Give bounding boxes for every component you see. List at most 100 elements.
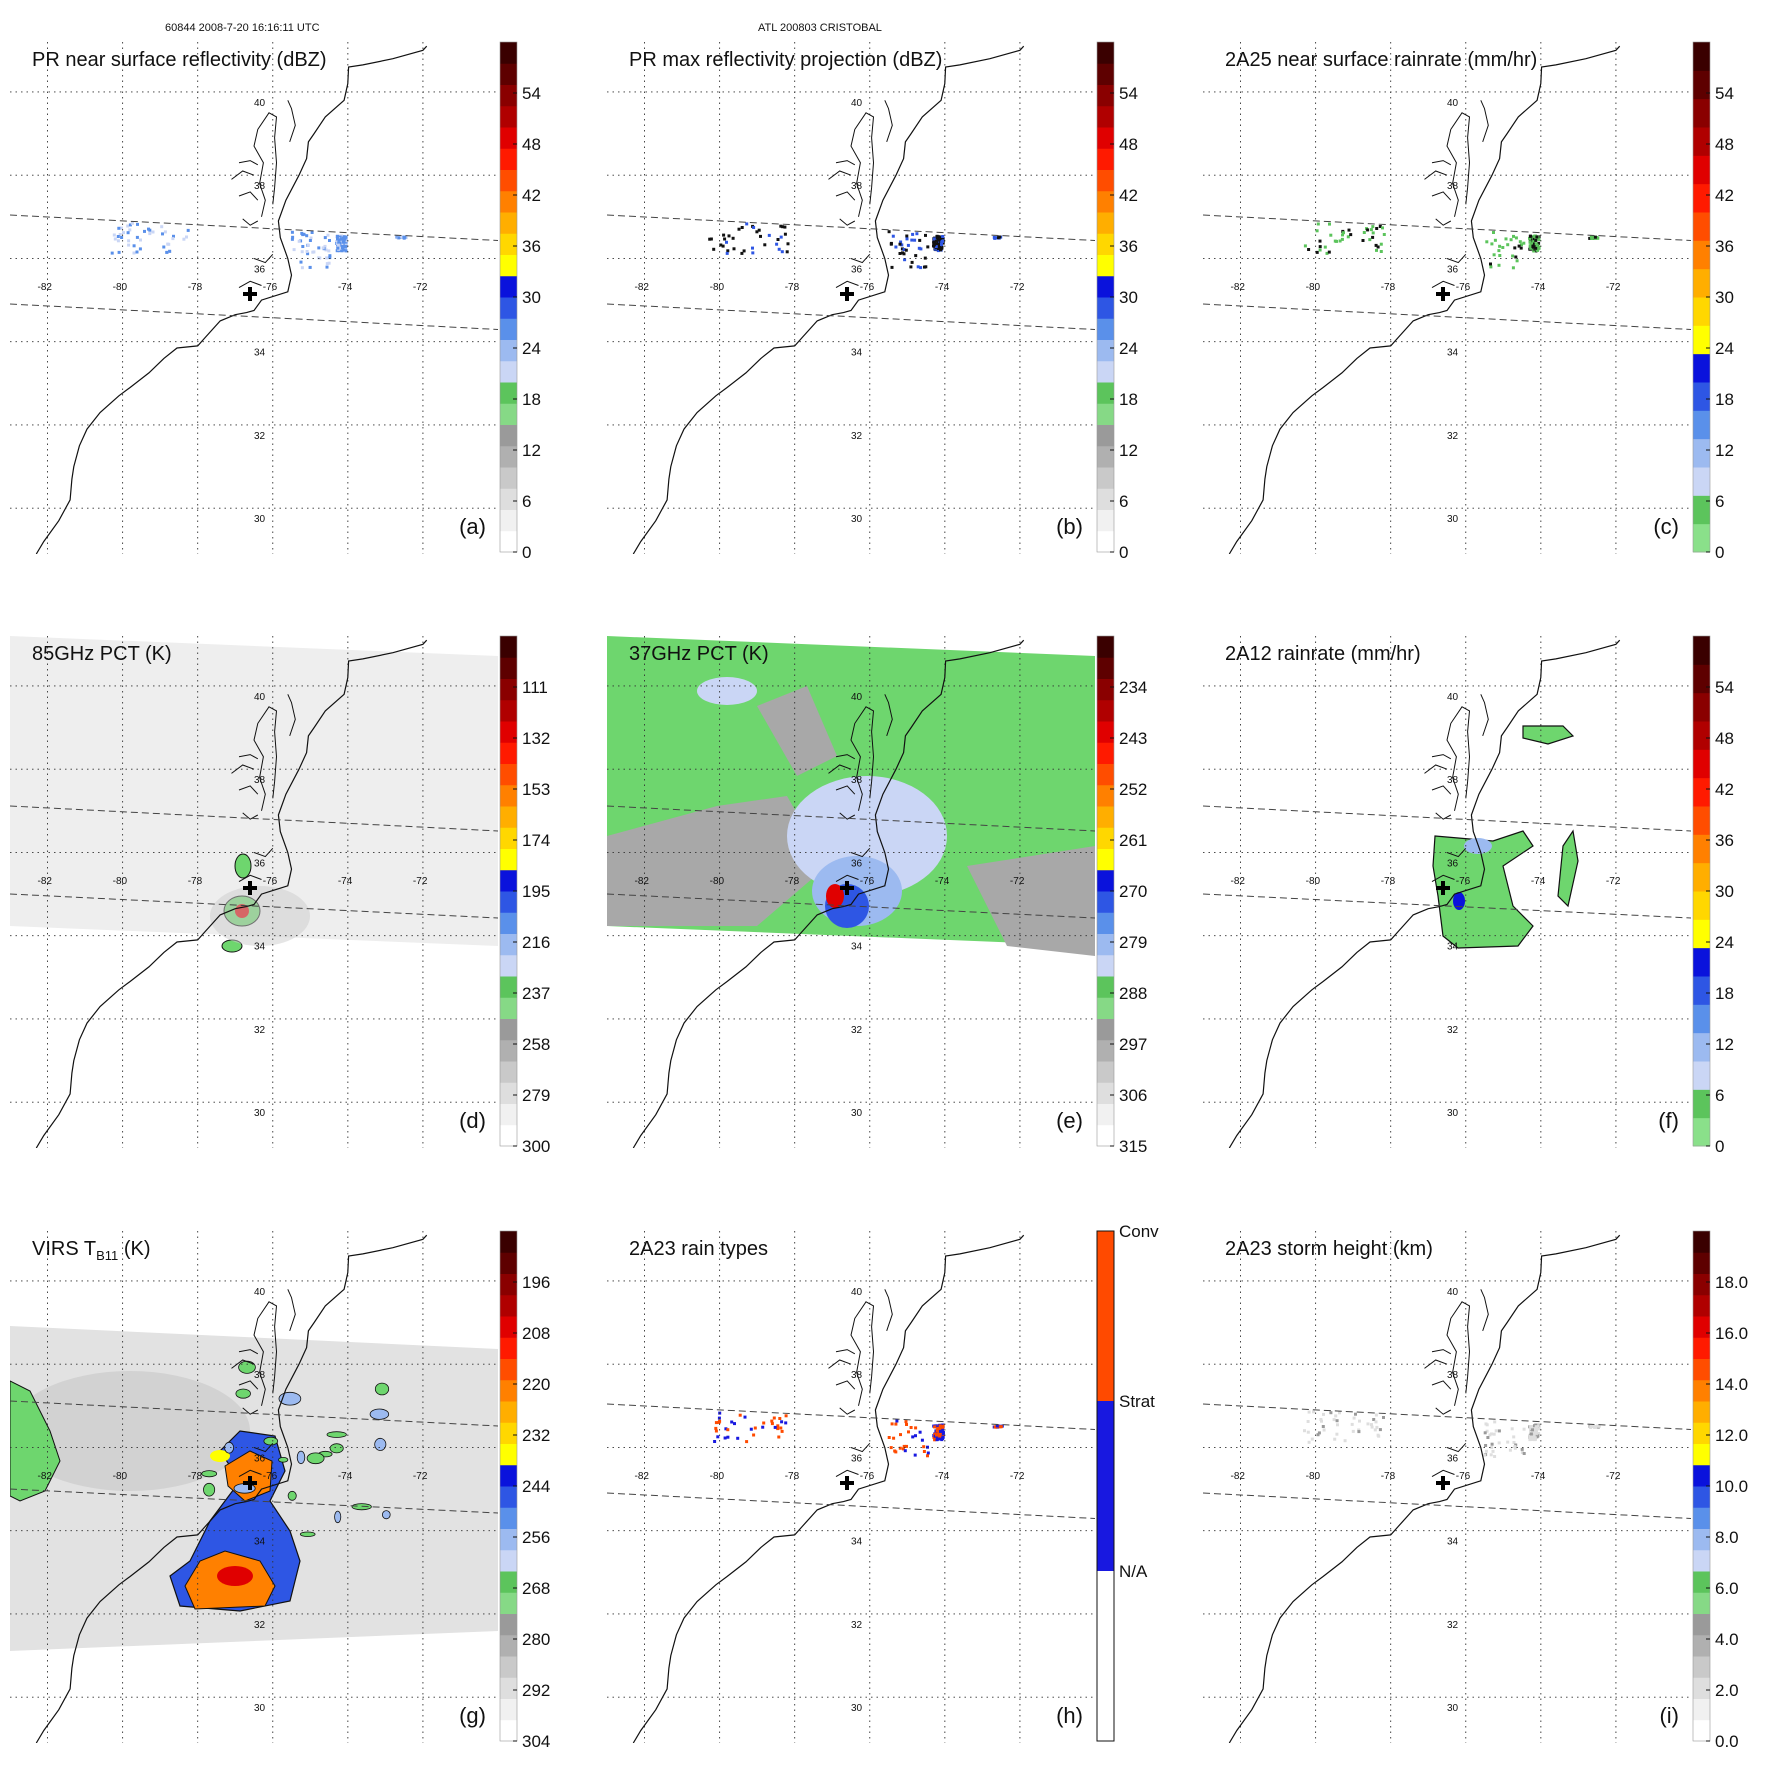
echo-pixel	[770, 1419, 774, 1423]
colorbar-tick: 48	[1715, 135, 1734, 154]
colorbar-tick: 24	[1715, 339, 1734, 358]
echo-pixel	[1490, 1445, 1494, 1449]
echo-pixel	[323, 244, 327, 248]
colorbar-step	[500, 699, 517, 722]
colorbar-tick: 24	[1715, 933, 1734, 952]
echo-pixel	[300, 266, 304, 270]
echo-pixel	[172, 234, 175, 238]
colorbar-step	[1693, 1677, 1710, 1699]
echo-pixel	[1321, 1425, 1325, 1428]
colorbar-tick: 0	[1715, 543, 1724, 562]
coastline-bay	[828, 1359, 852, 1369]
panel-letter-e: (e)	[1056, 1108, 1083, 1133]
echo-pixel	[1596, 1424, 1599, 1428]
echo-pixel	[1493, 1455, 1497, 1458]
tmi-swath-d	[10, 636, 498, 946]
echo-pixel	[738, 1413, 742, 1417]
lon-label: -78	[1381, 282, 1396, 293]
echo-pixel	[116, 235, 120, 238]
echo-pixel	[325, 256, 329, 260]
echo-pixel	[305, 234, 309, 238]
lat-label: 30	[1447, 1703, 1459, 1714]
colorbar-step	[500, 84, 517, 107]
echo-pixel	[336, 246, 340, 250]
echo-pixel	[725, 240, 728, 244]
echo-pixel	[1530, 1434, 1534, 1438]
echo-pixel	[120, 226, 123, 230]
echo-pixel	[779, 235, 783, 239]
lon-label: -82	[38, 282, 53, 293]
colorbar-step	[500, 954, 517, 977]
echo-pixel	[937, 1437, 941, 1441]
echo-pixel	[1509, 238, 1513, 242]
coastline-bay	[238, 280, 262, 289]
colorbar-step	[1097, 657, 1114, 679]
colorbar-step	[500, 1358, 517, 1381]
coastline-bay	[828, 764, 852, 774]
echo-pixel	[1529, 1430, 1533, 1434]
panel-e: -82 -80 -78 -76 -74 -72 40 38 36 34 32 30 37GHz PCT …	[607, 635, 1147, 1156]
pr-swath-edge	[607, 214, 1095, 242]
colorbar-tick: 30	[522, 288, 541, 307]
echo-pixel	[780, 250, 784, 254]
lat-label: 40	[1447, 1287, 1459, 1298]
echo-pixel	[1590, 237, 1594, 240]
virs-cell	[299, 1531, 316, 1537]
echo-pixel	[1535, 248, 1539, 252]
coastline-bay	[835, 280, 859, 289]
lon-label: -76	[1456, 876, 1471, 887]
lon-label: -76	[263, 876, 278, 887]
echo-pixel	[783, 225, 787, 229]
colorbar-tick: 30	[1715, 882, 1734, 901]
echo-pixel	[917, 246, 921, 250]
echo-pixel	[340, 249, 344, 253]
echo-pixel	[1522, 241, 1526, 245]
coastline-bay	[850, 112, 875, 217]
virs-cell	[278, 1457, 289, 1463]
echo-pixel	[1350, 1422, 1354, 1426]
virs-cell	[326, 1431, 347, 1438]
echo-pixel	[890, 1422, 894, 1426]
lon-label: -78	[188, 282, 203, 293]
colorbar-tick: 256	[522, 1528, 550, 1547]
virs-cell	[369, 1408, 390, 1420]
coastline-bay	[1480, 1289, 1489, 1332]
echo-pixel	[904, 248, 908, 252]
echo-pixel	[1376, 245, 1380, 249]
lon-label: -74	[338, 876, 353, 887]
echo-pixel	[1323, 245, 1327, 249]
echo-pixel	[112, 233, 116, 237]
echo-pixel	[1531, 1428, 1534, 1432]
panel-letter-h: (h)	[1056, 1703, 1083, 1728]
echo-pixel	[900, 243, 904, 247]
lon-label: -80	[113, 1471, 128, 1482]
echo-pixel	[915, 232, 919, 236]
coastline-bay	[242, 812, 259, 820]
plot-area-i: -82 -80 -78 -76 -74 -72 40 38 36 34 32 30	[1203, 1231, 1691, 1743]
echo-pixel	[344, 244, 348, 248]
colorbar-step	[500, 148, 517, 170]
echo-pixel	[724, 1427, 728, 1431]
colorbar-step	[1097, 105, 1114, 128]
coastline-bay	[835, 1380, 856, 1390]
echo-pixel	[1517, 244, 1521, 248]
echo-pixel	[761, 1425, 765, 1429]
echo-pixel	[913, 1453, 917, 1457]
colorbar-tick: 0	[1715, 1137, 1724, 1156]
colorbar-tick: 258	[522, 1035, 550, 1054]
lon-label: -72	[413, 282, 428, 293]
echo-pixel	[941, 1432, 945, 1436]
coastline-bay	[1431, 1349, 1452, 1355]
colorbar-step	[1097, 169, 1114, 192]
echo-pixel	[1375, 227, 1379, 230]
colorbar-tick: 4.0	[1715, 1630, 1739, 1649]
echo-pixel	[116, 239, 120, 243]
echo-pixel	[941, 239, 944, 243]
echo-pixel	[1374, 243, 1378, 247]
echo-pixel	[1492, 231, 1495, 234]
pr-swath-edge	[1203, 1492, 1691, 1520]
echo-pixel	[714, 1421, 718, 1425]
echo-pixel	[934, 245, 938, 249]
lon-label: -72	[1606, 1471, 1621, 1482]
echo-pixel	[723, 1436, 727, 1440]
